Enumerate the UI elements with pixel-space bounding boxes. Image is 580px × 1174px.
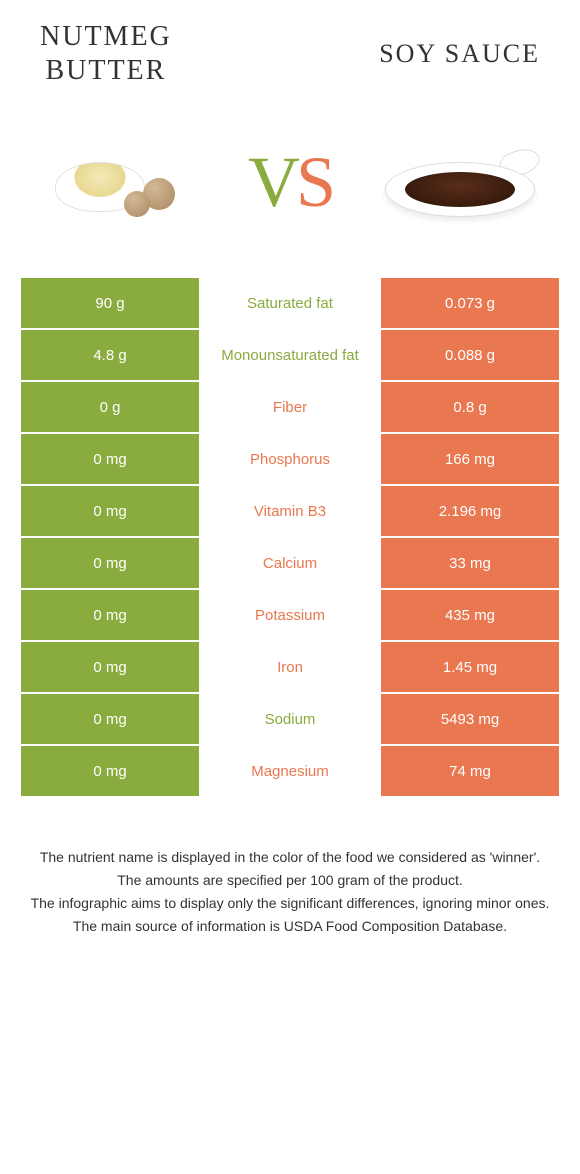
nutrient-label: Potassium bbox=[200, 589, 380, 641]
footer-line: The main source of information is USDA F… bbox=[30, 916, 550, 937]
table-row: 0 mgIron1.45 mg bbox=[20, 641, 560, 693]
left-value: 0 mg bbox=[20, 537, 200, 589]
right-value: 33 mg bbox=[380, 537, 560, 589]
footer-line: The nutrient name is displayed in the co… bbox=[30, 847, 550, 868]
table-row: 0 mgPhosphorus166 mg bbox=[20, 433, 560, 485]
table-row: 0 mgSodium5493 mg bbox=[20, 693, 560, 745]
title-right: SOY SAUCE bbox=[379, 39, 540, 69]
left-value: 0 mg bbox=[20, 693, 200, 745]
right-value: 166 mg bbox=[380, 433, 560, 485]
right-value: 435 mg bbox=[380, 589, 560, 641]
right-value: 2.196 mg bbox=[380, 485, 560, 537]
left-value: 0 mg bbox=[20, 745, 200, 797]
left-value: 90 g bbox=[20, 277, 200, 329]
title-left: NUTMEGBUTTER bbox=[40, 20, 172, 87]
nutrient-label: Saturated fat bbox=[200, 277, 380, 329]
right-value: 5493 mg bbox=[380, 693, 560, 745]
table-row: 0 gFiber0.8 g bbox=[20, 381, 560, 433]
comparison-table: 90 gSaturated fat0.073 g4.8 gMonounsatur… bbox=[20, 277, 560, 797]
nutrient-label: Calcium bbox=[200, 537, 380, 589]
right-value: 0.8 g bbox=[380, 381, 560, 433]
soy-sauce-image bbox=[370, 117, 550, 247]
nutrient-label: Vitamin B3 bbox=[200, 485, 380, 537]
nutmeg-butter-image bbox=[30, 117, 210, 247]
left-value: 4.8 g bbox=[20, 329, 200, 381]
right-value: 74 mg bbox=[380, 745, 560, 797]
nutrient-label: Magnesium bbox=[200, 745, 380, 797]
table-row: 0 mgMagnesium74 mg bbox=[20, 745, 560, 797]
left-value: 0 mg bbox=[20, 485, 200, 537]
table-row: 0 mgPotassium435 mg bbox=[20, 589, 560, 641]
nutrient-label: Phosphorus bbox=[200, 433, 380, 485]
right-value: 0.073 g bbox=[380, 277, 560, 329]
nutrient-label: Fiber bbox=[200, 381, 380, 433]
nutrient-label: Sodium bbox=[200, 693, 380, 745]
table-row: 90 gSaturated fat0.073 g bbox=[20, 277, 560, 329]
nutrient-label: Monounsaturated fat bbox=[200, 329, 380, 381]
header: NUTMEGBUTTER SOY SAUCE bbox=[0, 0, 580, 97]
vs-label: VS bbox=[248, 141, 332, 224]
left-value: 0 mg bbox=[20, 641, 200, 693]
left-value: 0 mg bbox=[20, 589, 200, 641]
table-row: 0 mgCalcium33 mg bbox=[20, 537, 560, 589]
left-value: 0 g bbox=[20, 381, 200, 433]
table-row: 0 mgVitamin B32.196 mg bbox=[20, 485, 560, 537]
images-row: VS bbox=[0, 97, 580, 277]
right-value: 1.45 mg bbox=[380, 641, 560, 693]
left-value: 0 mg bbox=[20, 433, 200, 485]
right-value: 0.088 g bbox=[380, 329, 560, 381]
table-row: 4.8 gMonounsaturated fat0.088 g bbox=[20, 329, 560, 381]
footer-line: The amounts are specified per 100 gram o… bbox=[30, 870, 550, 891]
footer-line: The infographic aims to display only the… bbox=[30, 893, 550, 914]
footer: The nutrient name is displayed in the co… bbox=[0, 797, 580, 959]
nutrient-label: Iron bbox=[200, 641, 380, 693]
